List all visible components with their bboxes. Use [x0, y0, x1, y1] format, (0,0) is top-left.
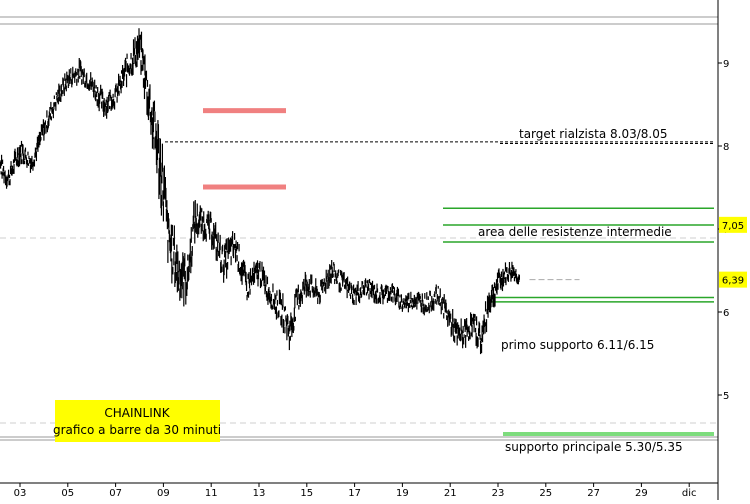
support-resistance-levels [165, 141, 714, 436]
x-tick-label: 29 [635, 488, 648, 499]
x-tick-label: 19 [396, 488, 409, 499]
price-series [0, 28, 580, 355]
x-tick-label: 11 [205, 488, 218, 499]
title-box-background [55, 400, 220, 442]
main-support-band [503, 432, 714, 436]
x-tick-label: 27 [587, 488, 600, 499]
price-badge-background [719, 271, 747, 288]
level-labels: target rialzista 8.03/8.05 area delle res… [478, 127, 683, 454]
x-tick-label: 17 [348, 488, 361, 499]
title-box: CHAINLINK grafico a barre da 30 minuti [53, 400, 221, 442]
x-tick-label: 21 [444, 488, 457, 499]
highlight-bar [203, 108, 286, 114]
x-tick-label: 13 [253, 488, 266, 499]
first-support-label: primo supporto 6.11/6.15 [501, 338, 654, 352]
y-tick-label: 8 [723, 142, 729, 153]
price-badge-label: 7,05 [722, 221, 744, 232]
target-level-label: target rialzista 8.03/8.05 [519, 127, 668, 141]
price-badges: 7,05 6,39 [719, 216, 747, 288]
main-support-label: supporto principale 5.30/5.35 [505, 440, 683, 454]
y-tick-label: 5 [723, 391, 729, 402]
x-tick-label: 15 [300, 488, 313, 499]
y-tick-label: 6 [723, 308, 729, 319]
x-tick-label: 25 [539, 488, 552, 499]
chart-title: CHAINLINK [104, 406, 170, 420]
highlight-bar [203, 184, 286, 190]
price-badge-label: 6,39 [722, 276, 744, 287]
chart-subtitle: grafico a barre da 30 minuti [53, 423, 221, 437]
x-tick-label: 03 [14, 488, 27, 499]
highlight-bars [203, 108, 286, 190]
price-badge-background [719, 216, 747, 233]
x-tick-label: dic [682, 488, 697, 499]
x-tick-label: 05 [61, 488, 74, 499]
x-axis-ticks: 03 05 07 09 11 13 15 17 19 21 23 25 27 29 dic [14, 483, 697, 499]
x-tick-label: 09 [157, 488, 170, 499]
x-tick-label: 23 [492, 488, 505, 499]
resistance-area-label: area delle resistenze intermedie [478, 225, 672, 239]
x-tick-label: 07 [109, 488, 122, 499]
y-tick-label: 9 [723, 59, 729, 70]
